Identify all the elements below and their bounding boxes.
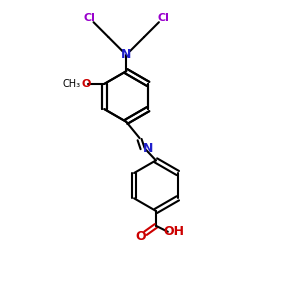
Text: Cl: Cl (158, 13, 169, 23)
Text: CH₃: CH₃ (63, 79, 81, 89)
Text: O: O (82, 79, 91, 89)
Text: Cl: Cl (83, 13, 95, 23)
Text: OH: OH (163, 225, 184, 238)
Text: O: O (136, 230, 146, 243)
Text: N: N (143, 142, 154, 155)
Text: N: N (121, 48, 131, 62)
